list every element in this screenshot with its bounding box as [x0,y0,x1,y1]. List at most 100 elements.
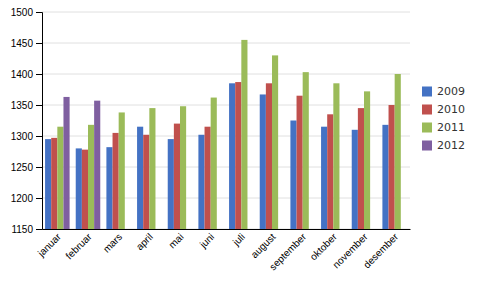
y-tick-mark [36,167,42,168]
bar [63,97,69,229]
bar [168,139,174,229]
grid-line [42,74,410,75]
x-tick: juli [230,231,247,248]
bar-series [63,97,100,229]
y-tick-label: 1150 [11,224,33,235]
legend-label: 2010 [437,103,465,116]
bar [290,121,296,230]
y-tick-mark [36,12,42,13]
bar [205,127,211,229]
y-tick-mark [36,105,42,106]
legend-swatch [422,87,432,97]
x-tick-label: august [249,231,278,260]
x-tick: februar [63,231,94,262]
bar-series [45,83,388,229]
x-tick-label: februar [63,231,94,262]
legend-item: 2009 [422,85,465,98]
legend-item: 2011 [422,121,465,134]
x-tick: desember [361,231,401,271]
y-tick-label: 1300 [11,131,34,142]
bar [297,96,303,229]
x-tick: september [267,231,309,273]
plot: 1150 1200 1250 1300 1350 1400 1450 1500 januarfe… [11,7,411,273]
bar [321,127,327,229]
x-axis: januarfebruar mars april maijuni juliaugusts… [35,230,411,273]
bar [119,112,125,229]
bar [198,135,204,229]
y-tick-mark [36,229,42,230]
y-tick-mark [36,136,42,137]
legend-label: 2009 [437,85,465,98]
bar [211,98,217,229]
legend-swatch [422,123,432,133]
legend: 2009 2010 2011 2012 [422,85,465,152]
y-tick: 1300 [11,131,42,142]
bar [137,127,143,229]
x-tick: mars [101,231,125,255]
x-tick-label: mai [166,231,185,250]
bar [94,101,100,229]
bar [180,106,186,229]
y-tick: 1350 [11,100,42,111]
y-tick: 1150 [11,224,42,235]
bar [358,108,364,229]
bar [260,94,266,229]
legend-swatch [422,105,432,115]
bar [57,127,63,229]
legend-label: 2011 [437,121,465,134]
bar [333,83,339,229]
bar [303,72,309,229]
y-tick: 1500 [11,7,42,18]
x-tick-label: juli [230,231,247,248]
bar [149,108,155,229]
bar [266,83,272,229]
legend-item: 2010 [422,103,465,116]
bar [352,130,358,229]
bar-series [51,82,394,229]
y-tick-label: 1250 [11,162,34,173]
bar [143,135,149,229]
bar [88,125,94,229]
x-tick-label: juni [197,231,217,251]
bar [45,139,51,229]
x-tick: mai [166,231,185,250]
bar [272,55,278,229]
chart: 1150 1200 1250 1300 1350 1400 1450 1500 januarfe… [0,0,482,289]
y-tick-mark [36,43,42,44]
y-tick-label: 1450 [11,38,34,49]
legend-item: 2012 [422,139,465,152]
y-tick: 1250 [11,162,42,173]
bar [106,147,112,229]
bar [389,105,395,229]
grid-line [42,12,410,13]
x-tick-label: april [134,231,155,252]
bar [229,83,235,229]
x-tick-label: september [267,231,309,273]
y-tick: 1200 [11,193,42,204]
bar [241,40,247,229]
legend-swatch [422,141,432,151]
y-axis-line [36,13,43,230]
bar [382,125,388,229]
bar [327,114,333,229]
bars [45,40,401,229]
bar [174,124,180,229]
y-tick-label: 1350 [11,100,34,111]
bar-series [57,40,400,229]
x-axis-line [43,229,411,230]
x-tick: april [134,231,155,252]
bar [364,91,370,229]
bar [76,148,82,229]
y-tick-mark [36,74,42,75]
bar [235,82,241,229]
x-tick-label: desember [361,231,401,271]
y-tick-label: 1400 [11,69,34,80]
x-tick: januar [35,231,64,260]
y-tick-label: 1500 [11,7,34,18]
grid [42,12,410,229]
x-tick: august [249,231,278,260]
y-axis: 1150 1200 1250 1300 1350 1400 1450 1500 [11,7,43,235]
x-tick: juni [197,231,217,251]
bar [113,133,119,229]
bar [51,138,57,229]
